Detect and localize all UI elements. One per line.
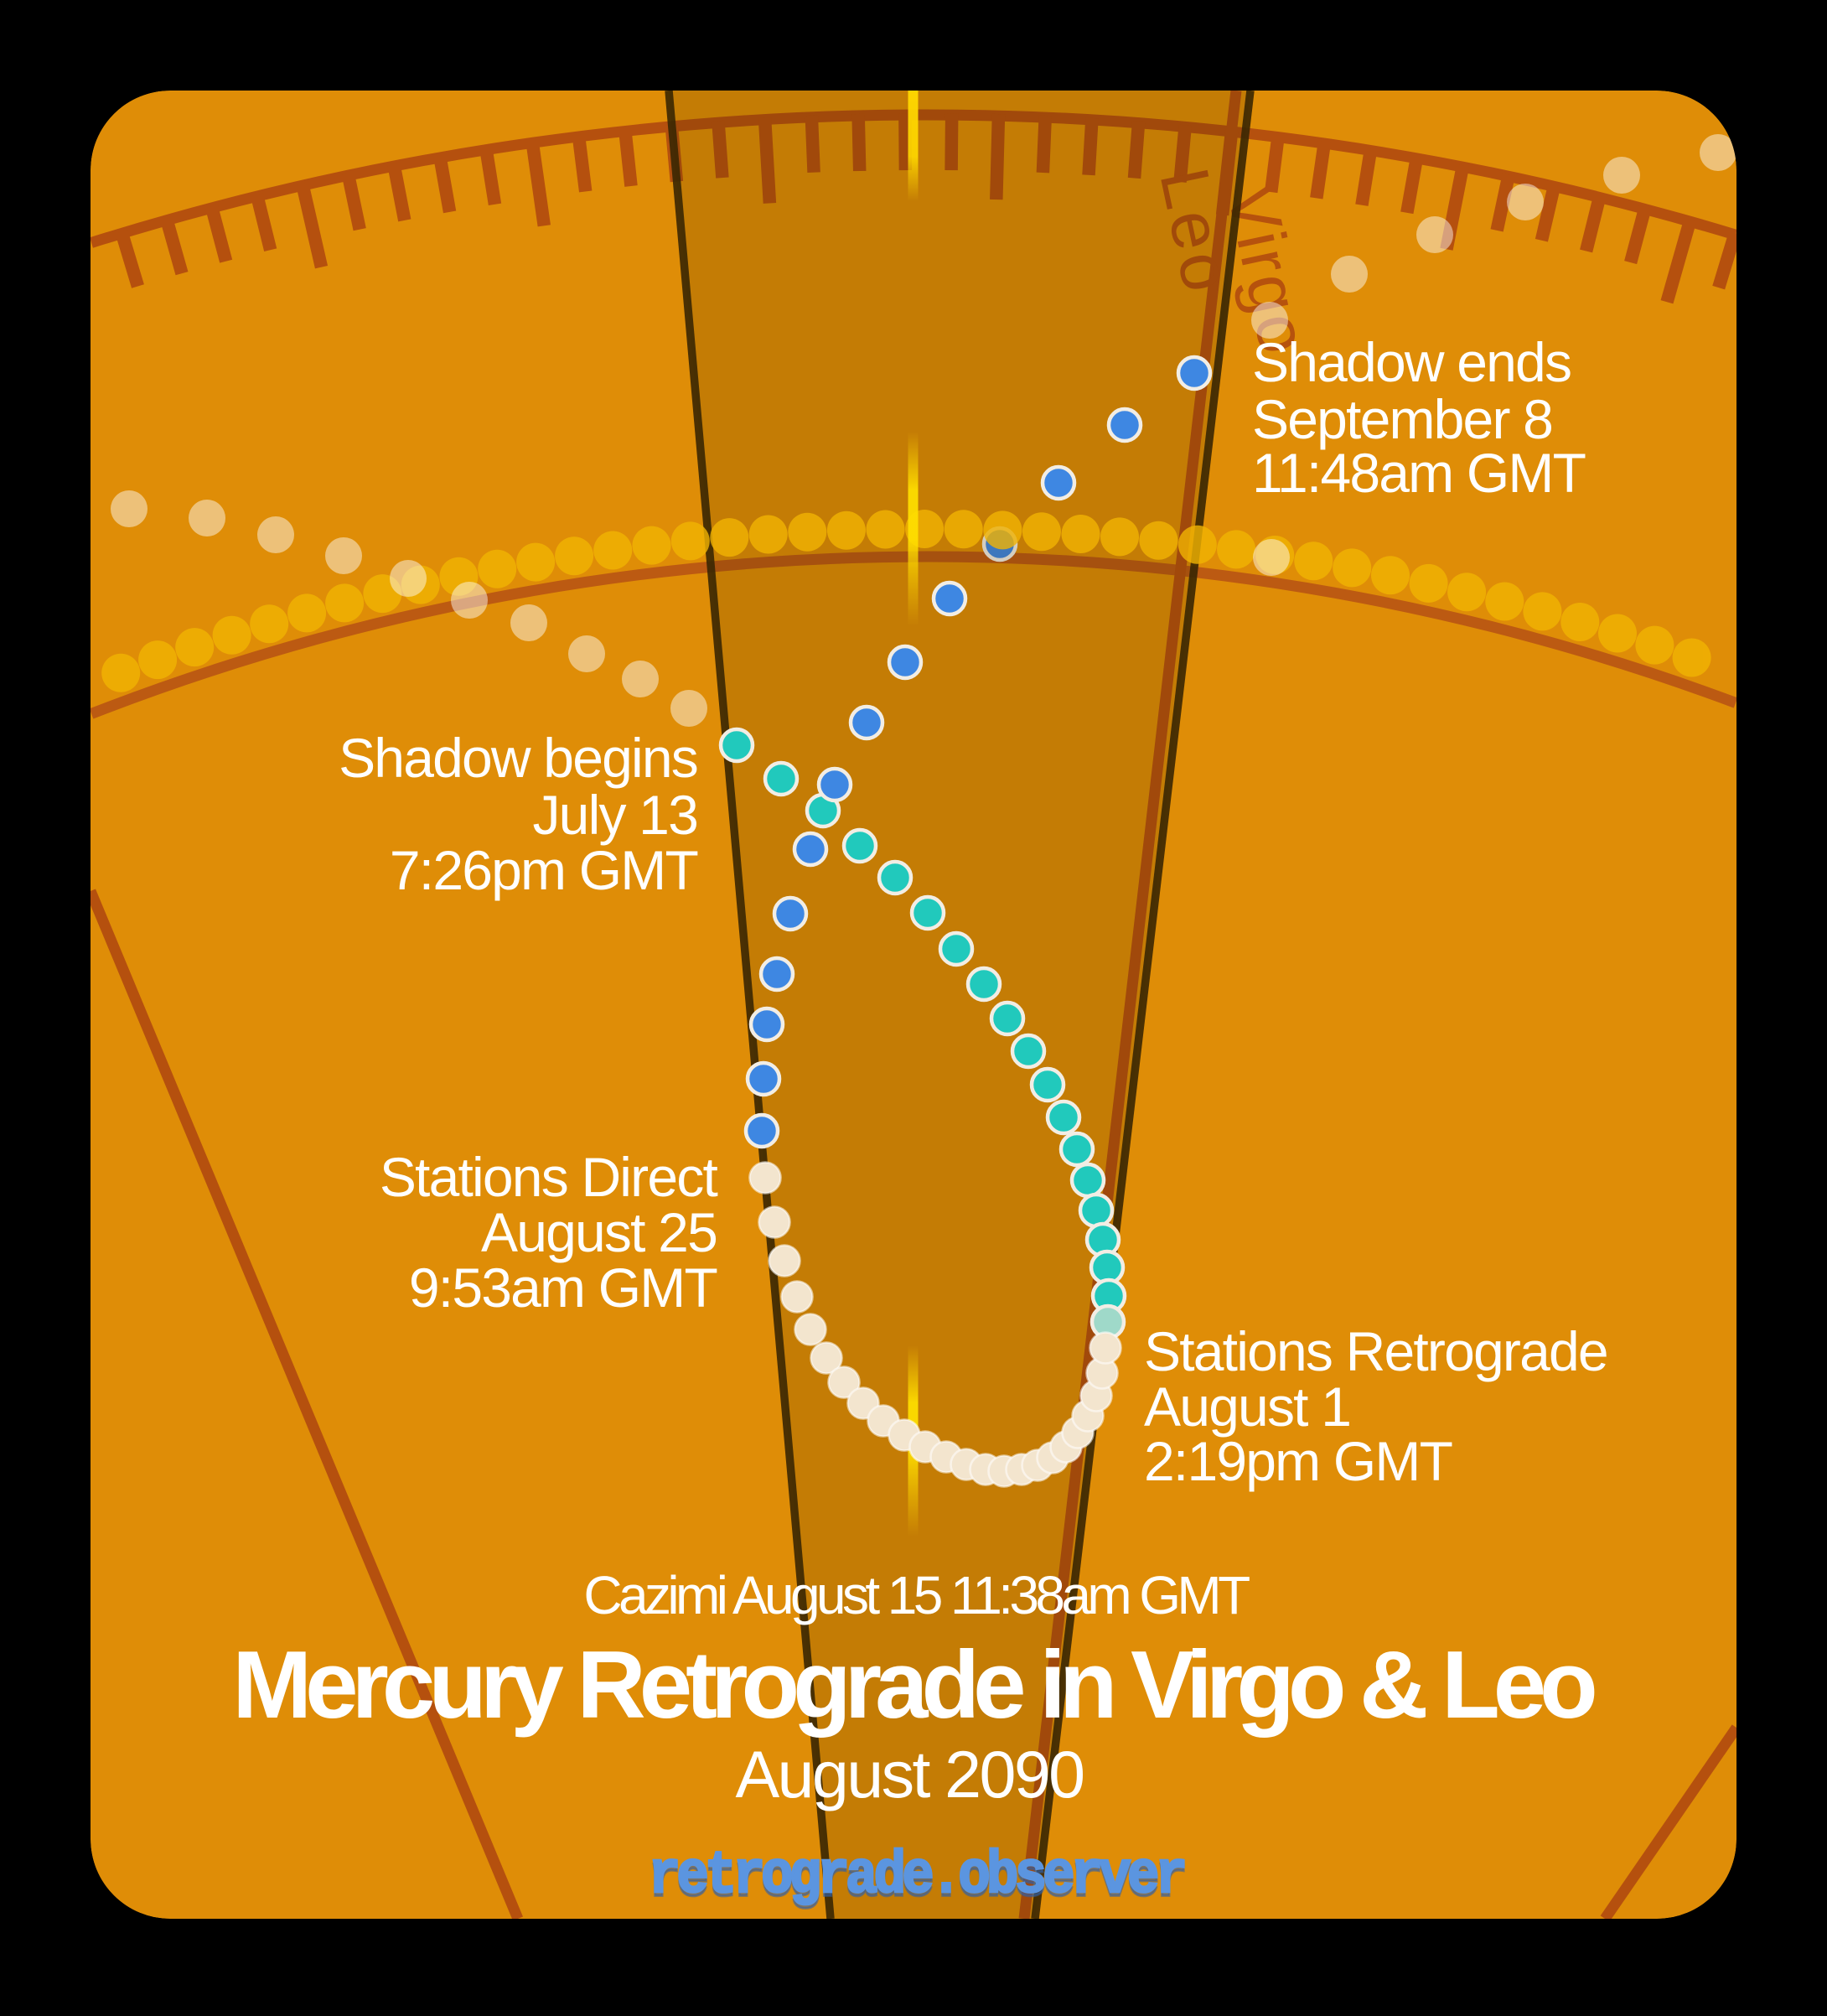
- svg-text:August 1: August 1: [1144, 1376, 1350, 1438]
- svg-text:2:19pm GMT: 2:19pm GMT: [1144, 1430, 1452, 1492]
- svg-text:Stations Direct: Stations Direct: [380, 1146, 718, 1208]
- svg-text:Shadow ends: Shadow ends: [1252, 331, 1571, 393]
- svg-text:Mercury Retrograde in Virgo &: Mercury Retrograde in Virgo & Leo: [232, 1632, 1595, 1739]
- svg-text:retrograde.observer: retrograde.observer: [649, 1846, 1184, 1914]
- svg-text:August 25: August 25: [481, 1201, 717, 1263]
- svg-text:9:53am GMT: 9:53am GMT: [409, 1257, 717, 1319]
- svg-text:7:26pm GMT: 7:26pm GMT: [390, 839, 698, 901]
- svg-text:August 2090: August 2090: [735, 1737, 1083, 1811]
- svg-text:retrograde.observer: retrograde.observer: [649, 1842, 1184, 1910]
- svg-text:September 8: September 8: [1252, 388, 1552, 450]
- svg-text:11:48am GMT: 11:48am GMT: [1252, 442, 1586, 504]
- svg-text:Shadow begins: Shadow begins: [339, 727, 697, 789]
- svg-text:Cazimi August 15 11:38am GMT: Cazimi August 15 11:38am GMT: [583, 1565, 1250, 1625]
- svg-text:Stations Retrograde: Stations Retrograde: [1144, 1320, 1607, 1382]
- svg-text:July 13: July 13: [532, 784, 697, 846]
